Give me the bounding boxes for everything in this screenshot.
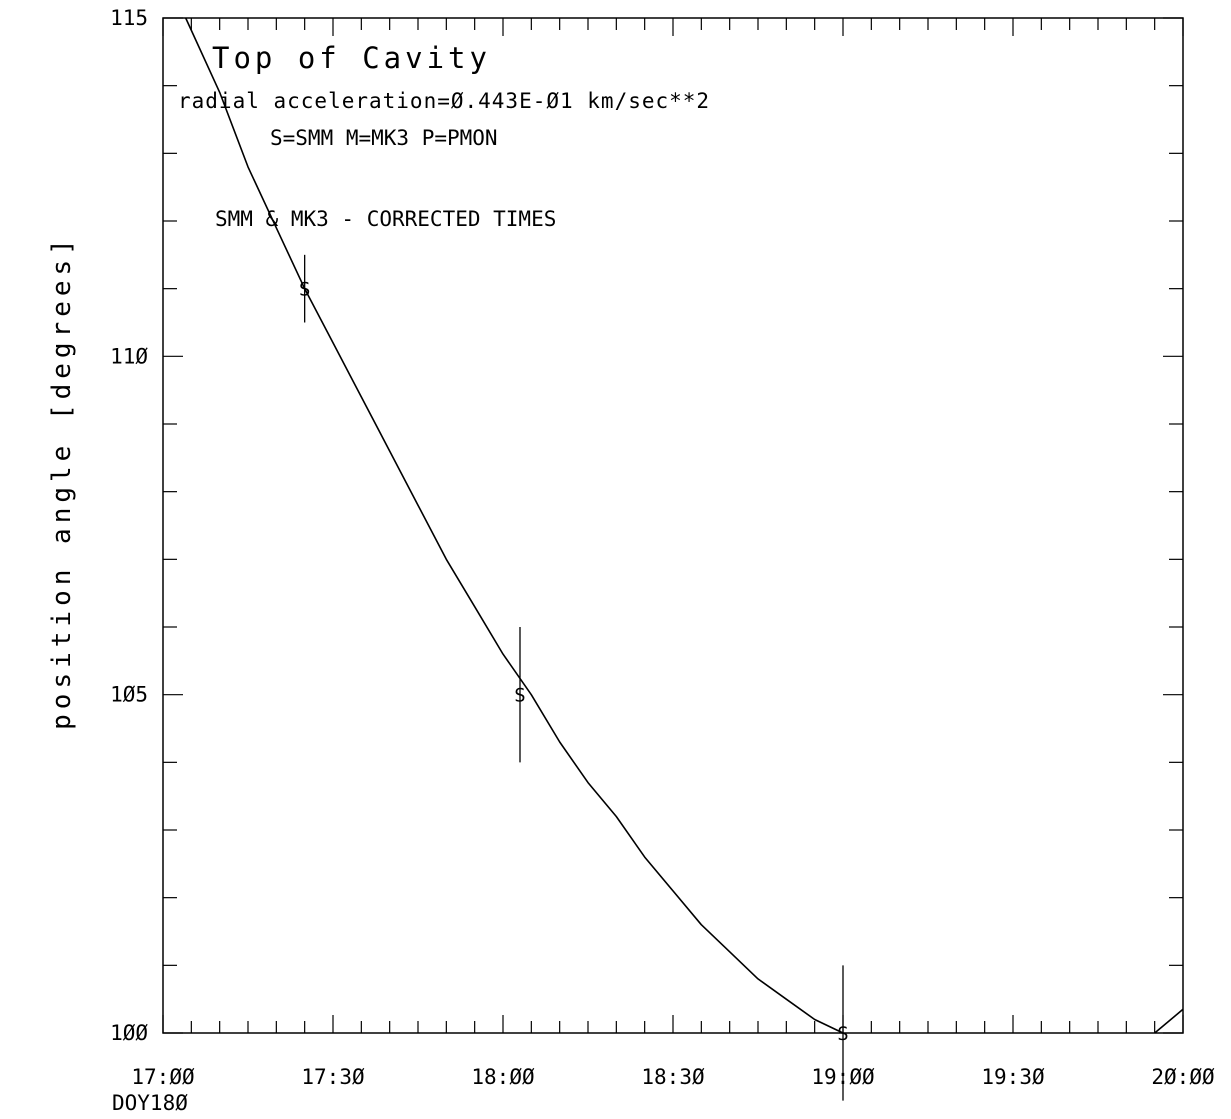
x-tick-label: 19:3Ø <box>981 1065 1045 1089</box>
x-tick-label: 18:3Ø <box>641 1065 705 1089</box>
fit-curve <box>184 17 844 1034</box>
y-tick-label: 11Ø <box>110 344 148 368</box>
x-tick-label: 18:ØØ <box>471 1065 535 1089</box>
data-point-marker: S <box>837 1023 848 1045</box>
series-layer <box>184 17 1184 1034</box>
annotation-legend-key: S=SMM M=MK3 P=PMON <box>270 126 498 150</box>
y-tick-label: 115 <box>110 6 148 30</box>
y-axis-label: position angle [degrees] <box>47 234 77 730</box>
data-point-marker: S <box>299 279 310 301</box>
data-point-marker: S <box>514 685 525 707</box>
x-tick-label: 17:ØØ <box>131 1065 195 1089</box>
x-tick-label: 17:3Ø <box>301 1065 365 1089</box>
axes-layer: 17:ØØ 17:3Ø 18:ØØ 18:3Ø 19:ØØ 19:3Ø 2Ø:ØØ1ØØ1Ø… <box>110 6 1215 1089</box>
y-tick-label: 1Ø5 <box>110 683 148 707</box>
chart-title: Top of Cavity <box>212 41 491 75</box>
annotation-radial-acceleration: radial acceleration=Ø.443E-Ø1 km/sec**2 <box>178 89 710 113</box>
x-axis-sublabel: DOY18Ø <box>112 1091 188 1115</box>
y-tick-label: 1ØØ <box>110 1021 148 1045</box>
annotation-corrected-times: SMM & MK3 - CORRECTED TIMES <box>215 207 556 231</box>
points-layer: S S S <box>299 254 849 1101</box>
fit-curve <box>1154 1008 1184 1034</box>
x-tick-label: 2Ø:ØØ <box>1151 1065 1215 1089</box>
